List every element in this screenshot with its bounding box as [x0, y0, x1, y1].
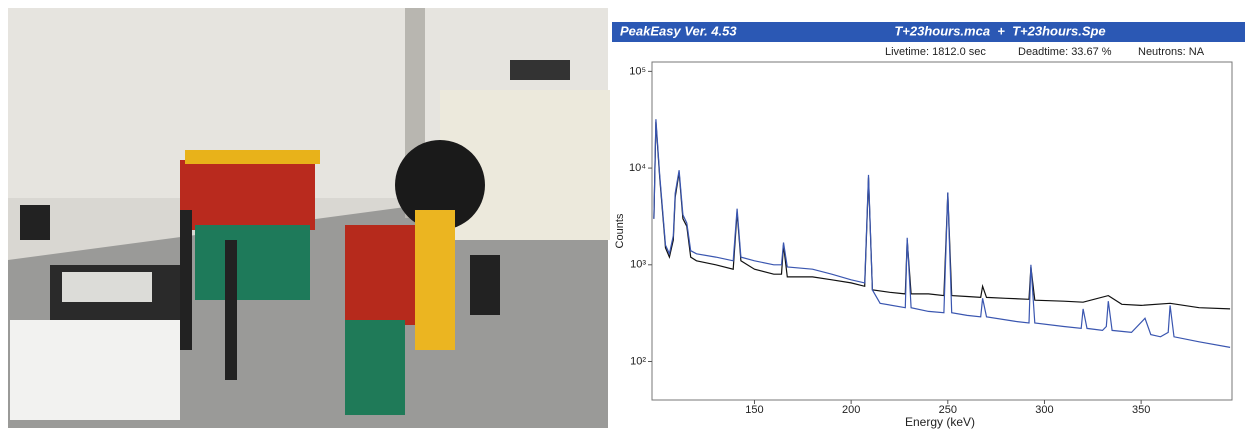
- plot-frame: [651, 61, 1233, 401]
- x-axis-label: Energy (keV): [905, 415, 975, 429]
- livetime: Livetime: 1812.0 sec: [885, 46, 986, 58]
- x-tick-label: 350: [1132, 404, 1150, 416]
- spectrum-line: [653, 121, 1231, 310]
- title-bar: [612, 22, 1245, 42]
- y-axis-label: Counts: [614, 213, 626, 248]
- x-tick-label: 250: [939, 404, 957, 416]
- x-tick-label: 200: [842, 404, 860, 416]
- spectrum-line: [653, 119, 1231, 348]
- x-tick-label: 300: [1035, 404, 1053, 416]
- y-tick-label: 10³: [630, 259, 646, 271]
- y-tick-label: 10⁴: [629, 162, 646, 174]
- y-tick-label: 10⁵: [629, 65, 646, 77]
- lab-photo: [8, 8, 610, 428]
- deadtime: Deadtime: 33.67 %: [1018, 46, 1112, 58]
- file-names: T+23hours.mca + T+23hours.Spe: [894, 23, 1105, 38]
- x-tick-label: 150: [745, 404, 763, 416]
- app-title: PeakEasy Ver. 4.53: [620, 23, 737, 38]
- neutrons: Neutrons: NA: [1138, 46, 1205, 58]
- y-tick-label: 10²: [630, 355, 646, 367]
